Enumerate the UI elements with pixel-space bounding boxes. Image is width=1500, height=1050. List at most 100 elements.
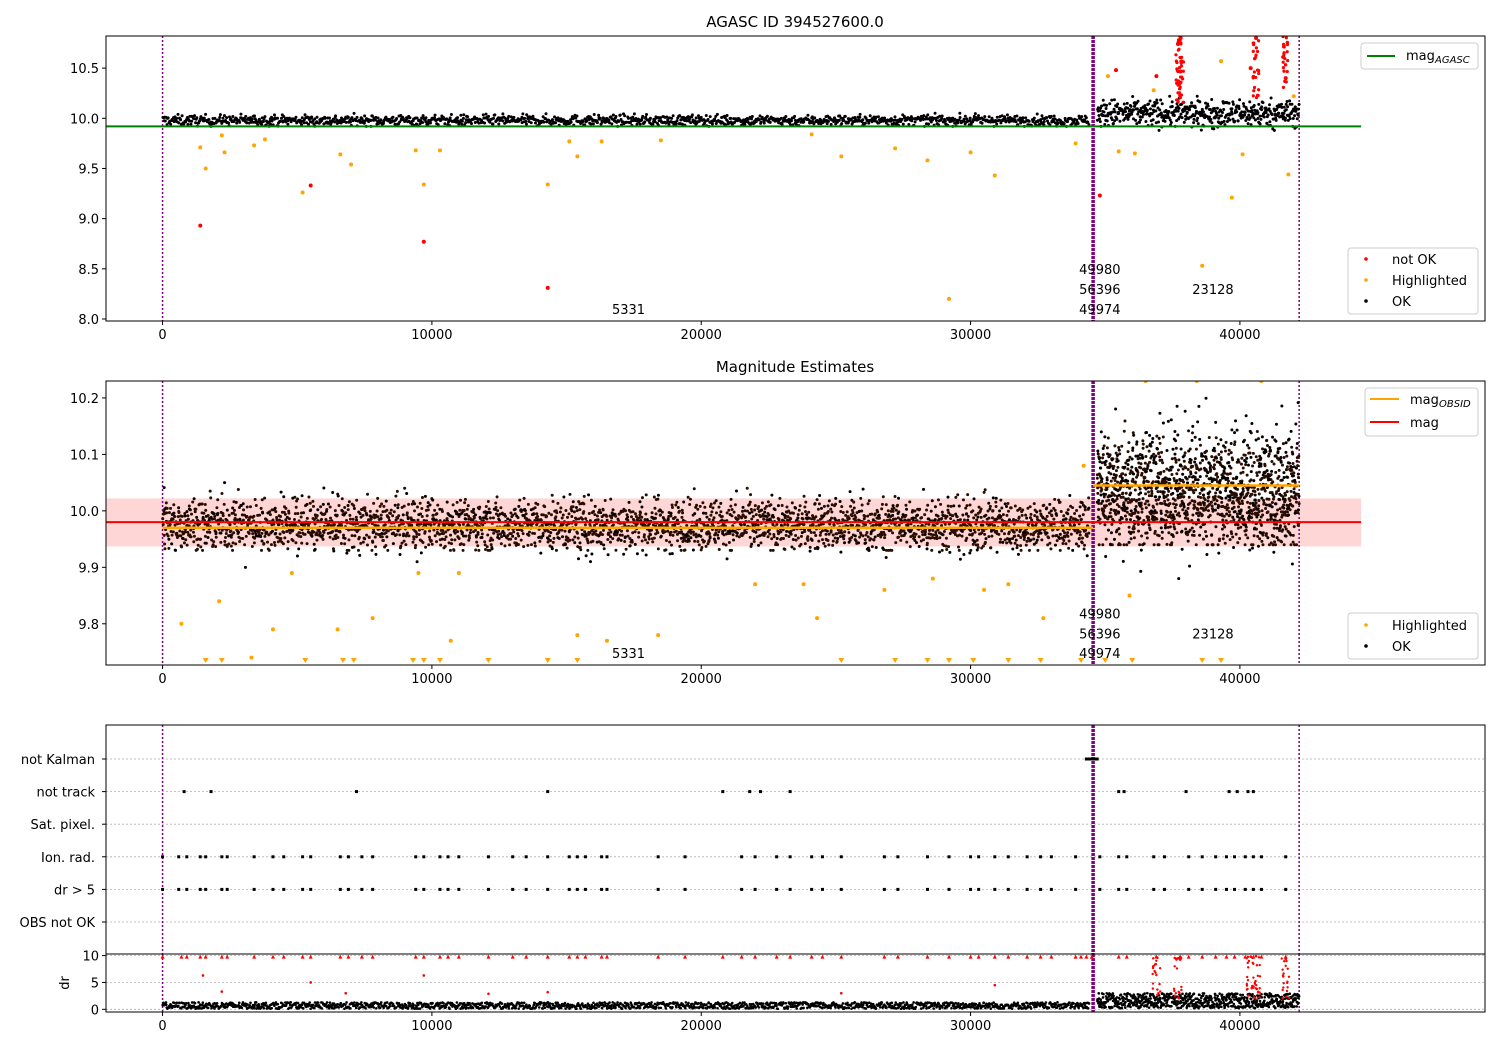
panel-estimates-ok-point xyxy=(607,532,611,536)
panel-estimates-ok-point xyxy=(568,538,572,542)
panel-estimates-ok-point xyxy=(824,532,828,536)
panel-agasc-ok-point xyxy=(1042,119,1046,123)
panel-estimates-ok-point xyxy=(509,532,513,536)
panel-estimates-ok-point xyxy=(476,544,480,548)
panel-agasc: AGASC ID 394527600.0 0 10000 20000 30000 400… xyxy=(70,13,1486,343)
panel-estimates-ok-point xyxy=(664,548,668,552)
panel-estimates-ok-point xyxy=(354,515,358,519)
panel-estimates-ok-point xyxy=(331,530,335,534)
panel-agasc-not-ok-point xyxy=(1251,49,1255,53)
panel-estimates-ok-point xyxy=(1147,494,1151,498)
panel-agasc-ok-point xyxy=(1244,118,1248,122)
panel-agasc-ok-point xyxy=(1100,104,1104,108)
panel-agasc-ok-point xyxy=(192,117,196,121)
panel-estimates-ok-point xyxy=(486,533,490,537)
panel-estimates-ok-point xyxy=(744,515,748,519)
panel-estimates-ok-point xyxy=(1077,536,1081,540)
panel-estimates-ok-point xyxy=(546,540,550,544)
panel-estimates-ok-point xyxy=(867,499,871,503)
panel-agasc-ok-point xyxy=(1266,113,1270,117)
panel-agasc-ok-point xyxy=(221,116,225,120)
panel-agasc-ok-point xyxy=(1170,100,1174,104)
panel-estimates-ok-point xyxy=(870,545,874,549)
panel-estimates-ok-point xyxy=(424,545,428,549)
panel-agasc-ok-point xyxy=(1186,117,1190,121)
panel-estimates-ok-point xyxy=(847,516,851,520)
panel-agasc-highlighted-point xyxy=(545,182,550,187)
panel-agasc-ok-point xyxy=(1157,128,1161,132)
panel-estimates-ok-point xyxy=(227,542,231,546)
panel-estimates-ok-point xyxy=(831,533,835,537)
panel-agasc-ok-point xyxy=(1136,112,1140,116)
panel-estimates-ok-point xyxy=(956,518,960,522)
panel-agasc-highlighted-point xyxy=(262,137,267,142)
panel-agasc-ok-point xyxy=(907,123,911,127)
panel-agasc-ok-point xyxy=(889,119,893,123)
panel-agasc-not-ok-point xyxy=(1178,36,1183,41)
panel-estimates-ok-point xyxy=(373,535,377,539)
panel-estimates-ok-point xyxy=(698,504,702,508)
panel-agasc-ok-point xyxy=(1252,116,1256,120)
panel-agasc-ok-point xyxy=(1233,119,1237,123)
panel-estimates-ok-point xyxy=(865,531,869,535)
panel-agasc-ok-point xyxy=(533,121,537,125)
panel-estimates-ok-point xyxy=(1105,476,1109,480)
panel-estimates-ok-point xyxy=(1020,513,1024,517)
panel-estimates-ok-point xyxy=(194,507,198,511)
panel-estimates-ok-point xyxy=(796,536,800,540)
panel-estimates-ok-point xyxy=(260,531,264,535)
panel-estimates-ok-point xyxy=(884,548,888,552)
panel-agasc-not-ok-point xyxy=(198,223,203,228)
panel-estimates-ok-point xyxy=(467,534,471,538)
panel-agasc-ok-point xyxy=(1238,98,1242,102)
panel-estimates-ok-point xyxy=(575,531,579,535)
panel-estimates-ok-point xyxy=(1149,486,1153,490)
panel-estimates-ok-point xyxy=(428,529,432,533)
panel-agasc-ok-point xyxy=(194,121,198,125)
panel-estimates-ok-point xyxy=(450,538,454,542)
panel-estimates-ok-point xyxy=(167,511,171,515)
panel-estimates-ok-point xyxy=(999,498,1003,502)
panel-estimates-ok-point xyxy=(671,533,675,537)
panel-estimates-ok-point xyxy=(1007,530,1011,534)
panel-estimates-ok-point xyxy=(991,509,995,513)
panel-estimates-ok-point xyxy=(651,540,655,544)
panel-estimates-ok-point xyxy=(747,503,751,507)
panel-estimates-ok-point xyxy=(438,532,442,536)
panel-estimates-ok-point xyxy=(275,516,279,520)
panel-agasc-ok-point xyxy=(597,113,601,117)
panel-estimates-ok-point xyxy=(272,522,276,526)
panel-estimates-ok-point xyxy=(429,539,433,543)
panel-estimates-ok-point xyxy=(161,522,165,526)
panel-estimates-ok-point xyxy=(743,528,747,532)
panel-agasc-ok-point xyxy=(990,116,994,120)
panel-estimates-ok-point xyxy=(1066,531,1070,535)
panel-estimates-ok-point xyxy=(486,500,490,504)
panel-agasc-ok-point xyxy=(282,115,286,119)
panel-estimates-ok-point xyxy=(803,542,807,546)
legend-mag-agasc: mag AGASC xyxy=(1360,42,1479,70)
panel-estimates-ok-point xyxy=(351,517,355,521)
panel-agasc-ok-point xyxy=(443,122,447,126)
panel-agasc-ok-point xyxy=(789,119,793,123)
panel-estimates-ok-point xyxy=(611,508,615,512)
panel-agasc-ok-point xyxy=(427,118,431,122)
panel-estimates-ok-point xyxy=(392,510,396,514)
panel-estimates-ok-point xyxy=(642,535,646,539)
panel-agasc-ok-point xyxy=(713,117,717,121)
panel-agasc-ok-point xyxy=(995,122,999,126)
panel-agasc-ok-point xyxy=(424,116,428,120)
panel-estimates-ok-point xyxy=(823,512,827,516)
panel-agasc-ok-point xyxy=(1138,120,1142,124)
panel-estimates-ok-point xyxy=(1121,495,1125,499)
panel-agasc-not-ok-point xyxy=(1256,88,1261,92)
panel-estimates-ok-point xyxy=(175,531,179,535)
panel-agasc-ok-point xyxy=(974,116,978,120)
panel-agasc-ok-point xyxy=(193,114,197,118)
panel-agasc-ok-point xyxy=(462,113,466,117)
panel-estimates-ok-point xyxy=(1141,439,1145,443)
panel-agasc-ok-point xyxy=(680,122,684,126)
panel-estimates-ok-point xyxy=(1071,506,1075,510)
panel-estimates-ok-point xyxy=(245,505,249,509)
panel-estimates-ok-point xyxy=(267,548,271,552)
